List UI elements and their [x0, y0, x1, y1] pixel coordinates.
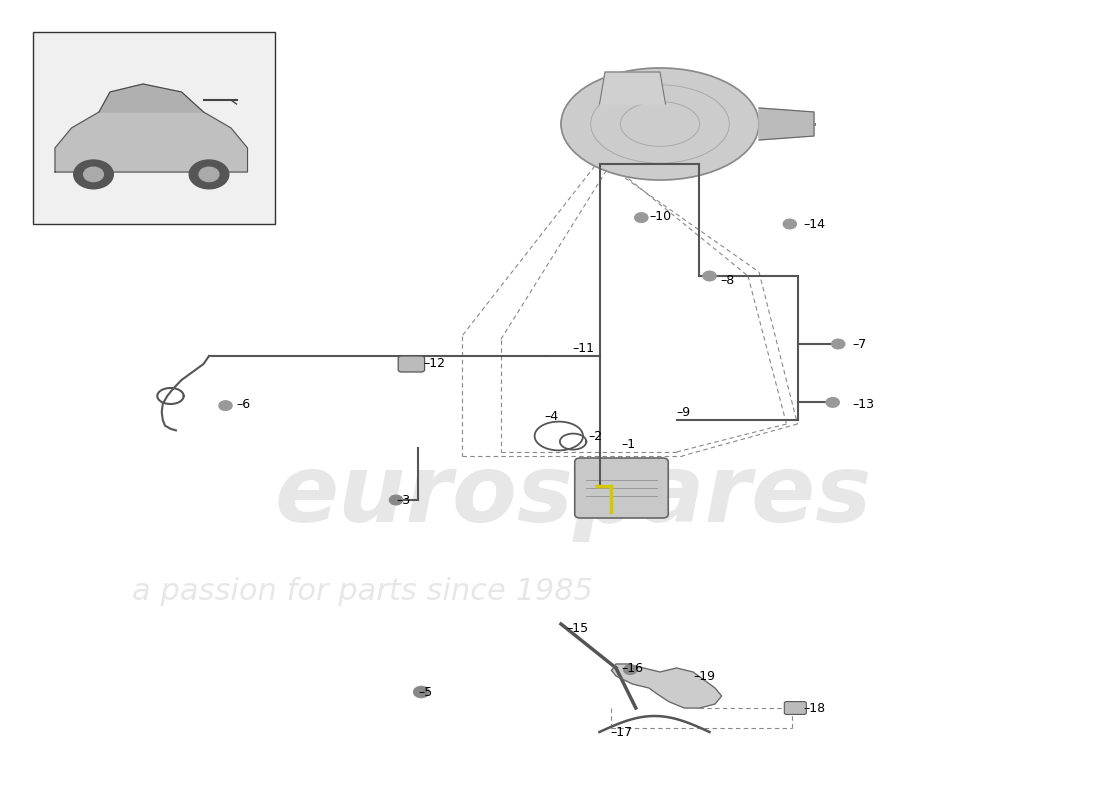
Text: –5: –5 [418, 686, 432, 698]
Polygon shape [612, 664, 722, 708]
Polygon shape [600, 72, 666, 104]
FancyBboxPatch shape [784, 702, 806, 714]
Text: –10: –10 [649, 210, 671, 222]
Circle shape [703, 271, 716, 281]
FancyBboxPatch shape [574, 458, 668, 518]
Circle shape [826, 398, 839, 407]
Polygon shape [759, 108, 814, 140]
Circle shape [635, 213, 648, 222]
Text: –14: –14 [803, 218, 825, 230]
Text: a passion for parts since 1985: a passion for parts since 1985 [132, 578, 593, 606]
Polygon shape [55, 100, 248, 172]
Text: –12: –12 [424, 358, 446, 370]
Circle shape [219, 401, 232, 410]
Text: eurospares: eurospares [275, 450, 872, 542]
Text: –7: –7 [852, 338, 867, 350]
Circle shape [783, 219, 796, 229]
Circle shape [84, 167, 103, 182]
Text: –6: –6 [236, 398, 251, 410]
Text: –1: –1 [621, 438, 636, 450]
Circle shape [832, 339, 845, 349]
Text: –16: –16 [621, 662, 643, 674]
Text: –15: –15 [566, 622, 588, 634]
Text: –11: –11 [572, 342, 594, 354]
Text: –13: –13 [852, 398, 874, 410]
Text: –4: –4 [544, 410, 559, 422]
Circle shape [624, 665, 637, 674]
Text: –18: –18 [803, 702, 825, 714]
Circle shape [414, 686, 429, 698]
Ellipse shape [561, 68, 759, 180]
Bar [33, 32, 275, 224]
FancyBboxPatch shape [398, 356, 425, 372]
Circle shape [389, 495, 403, 505]
Circle shape [199, 167, 219, 182]
Text: –17: –17 [610, 726, 632, 738]
Text: –19: –19 [693, 670, 715, 682]
Text: –9: –9 [676, 406, 691, 418]
Text: –3: –3 [396, 494, 410, 506]
Circle shape [74, 160, 113, 189]
Circle shape [189, 160, 229, 189]
Polygon shape [99, 84, 204, 112]
Text: –2: –2 [588, 430, 603, 442]
Text: –8: –8 [720, 274, 735, 286]
